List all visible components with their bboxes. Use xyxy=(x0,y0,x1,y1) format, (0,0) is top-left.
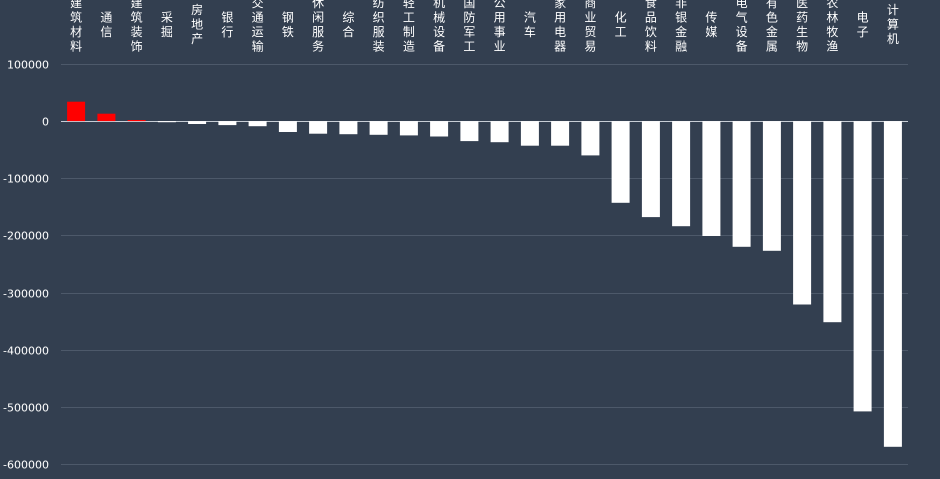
x-category-label: 医药生物 xyxy=(796,0,808,53)
bar-15 xyxy=(490,121,509,143)
x-category-label: 采掘 xyxy=(161,10,173,39)
bar-2 xyxy=(97,113,116,122)
bar-21 xyxy=(672,121,691,227)
y-tick-label: -200000 xyxy=(3,230,49,243)
bar-1 xyxy=(67,101,86,122)
bar-14 xyxy=(460,121,479,142)
bar-19 xyxy=(611,121,630,203)
x-category-label: 有色金属 xyxy=(766,0,778,53)
x-category-label: 计算机 xyxy=(887,3,899,46)
bar-4 xyxy=(157,121,176,123)
x-category-label: 国防军工 xyxy=(463,0,475,53)
x-category-label: 传媒 xyxy=(705,9,717,39)
bar-28 xyxy=(883,121,902,447)
x-category-label: 化工 xyxy=(615,10,627,39)
bars xyxy=(67,101,902,447)
x-category-label: 休闲服务 xyxy=(312,0,324,53)
bar-20 xyxy=(641,121,660,218)
y-tick-label: -300000 xyxy=(3,288,49,301)
x-category-label: 电子 xyxy=(857,10,869,39)
bar-26 xyxy=(823,121,842,323)
y-tick-label: -100000 xyxy=(3,173,49,186)
grid-lines xyxy=(61,64,908,465)
bar-11 xyxy=(369,121,388,135)
y-tick-label: 100000 xyxy=(7,59,49,72)
x-category-label: 商业贸易 xyxy=(584,0,596,53)
bar-18 xyxy=(581,121,600,156)
bar-9 xyxy=(309,121,328,134)
x-category-label: 非银金融 xyxy=(675,0,687,53)
x-category-label: 机械设备 xyxy=(433,0,445,53)
x-category-label: 轻工制造 xyxy=(403,0,415,53)
bar-7 xyxy=(248,121,267,127)
bar-25 xyxy=(793,121,812,305)
bar-8 xyxy=(278,121,297,132)
bar-23 xyxy=(732,121,751,247)
bar-12 xyxy=(399,121,418,136)
bar-22 xyxy=(702,121,721,236)
x-category-label: 公用事业 xyxy=(494,0,506,53)
y-tick-label: -400000 xyxy=(3,345,49,358)
y-tick-label: -500000 xyxy=(3,402,49,415)
x-category-label: 综合 xyxy=(342,10,354,39)
x-category-label: 银行 xyxy=(221,10,233,39)
x-category-label: 建筑材料 xyxy=(70,0,82,53)
x-category-label: 纺织服装 xyxy=(373,0,385,53)
x-category-label: 农林牧渔 xyxy=(826,0,838,53)
y-tick-label: 0 xyxy=(42,116,49,129)
bar-24 xyxy=(762,121,781,251)
bar-5 xyxy=(188,121,207,124)
x-category-label: 房地产 xyxy=(191,2,203,46)
x-category-label: 钢铁 xyxy=(282,10,294,39)
y-tick-label: -600000 xyxy=(3,459,49,472)
bar-27 xyxy=(853,121,872,412)
y-axis: 100000 0 -100000 -200000 -300000 -400000 -5000… xyxy=(3,59,49,472)
x-category-label: 食品饮料 xyxy=(645,0,657,53)
x-category-label: 通信 xyxy=(100,10,112,39)
bar-6 xyxy=(218,121,237,126)
bar-13 xyxy=(430,121,449,137)
x-category-label: 电气设备 xyxy=(736,0,748,53)
x-category-label: 汽车 xyxy=(524,9,536,39)
x-category-label: 交通运输 xyxy=(252,0,264,53)
bar-17 xyxy=(551,121,570,146)
category-labels: 建筑材料 通信 建筑装饰 采掘 房地产 银行 交通运输 钢铁 休闲服务 综合 纺织服装 轻工制造 机械设… xyxy=(70,0,899,53)
bar-16 xyxy=(520,121,539,146)
bar-3 xyxy=(127,120,146,122)
bar-10 xyxy=(339,121,358,135)
x-category-label: 家用电器 xyxy=(554,0,566,53)
x-category-label: 建筑装饰 xyxy=(131,0,143,53)
